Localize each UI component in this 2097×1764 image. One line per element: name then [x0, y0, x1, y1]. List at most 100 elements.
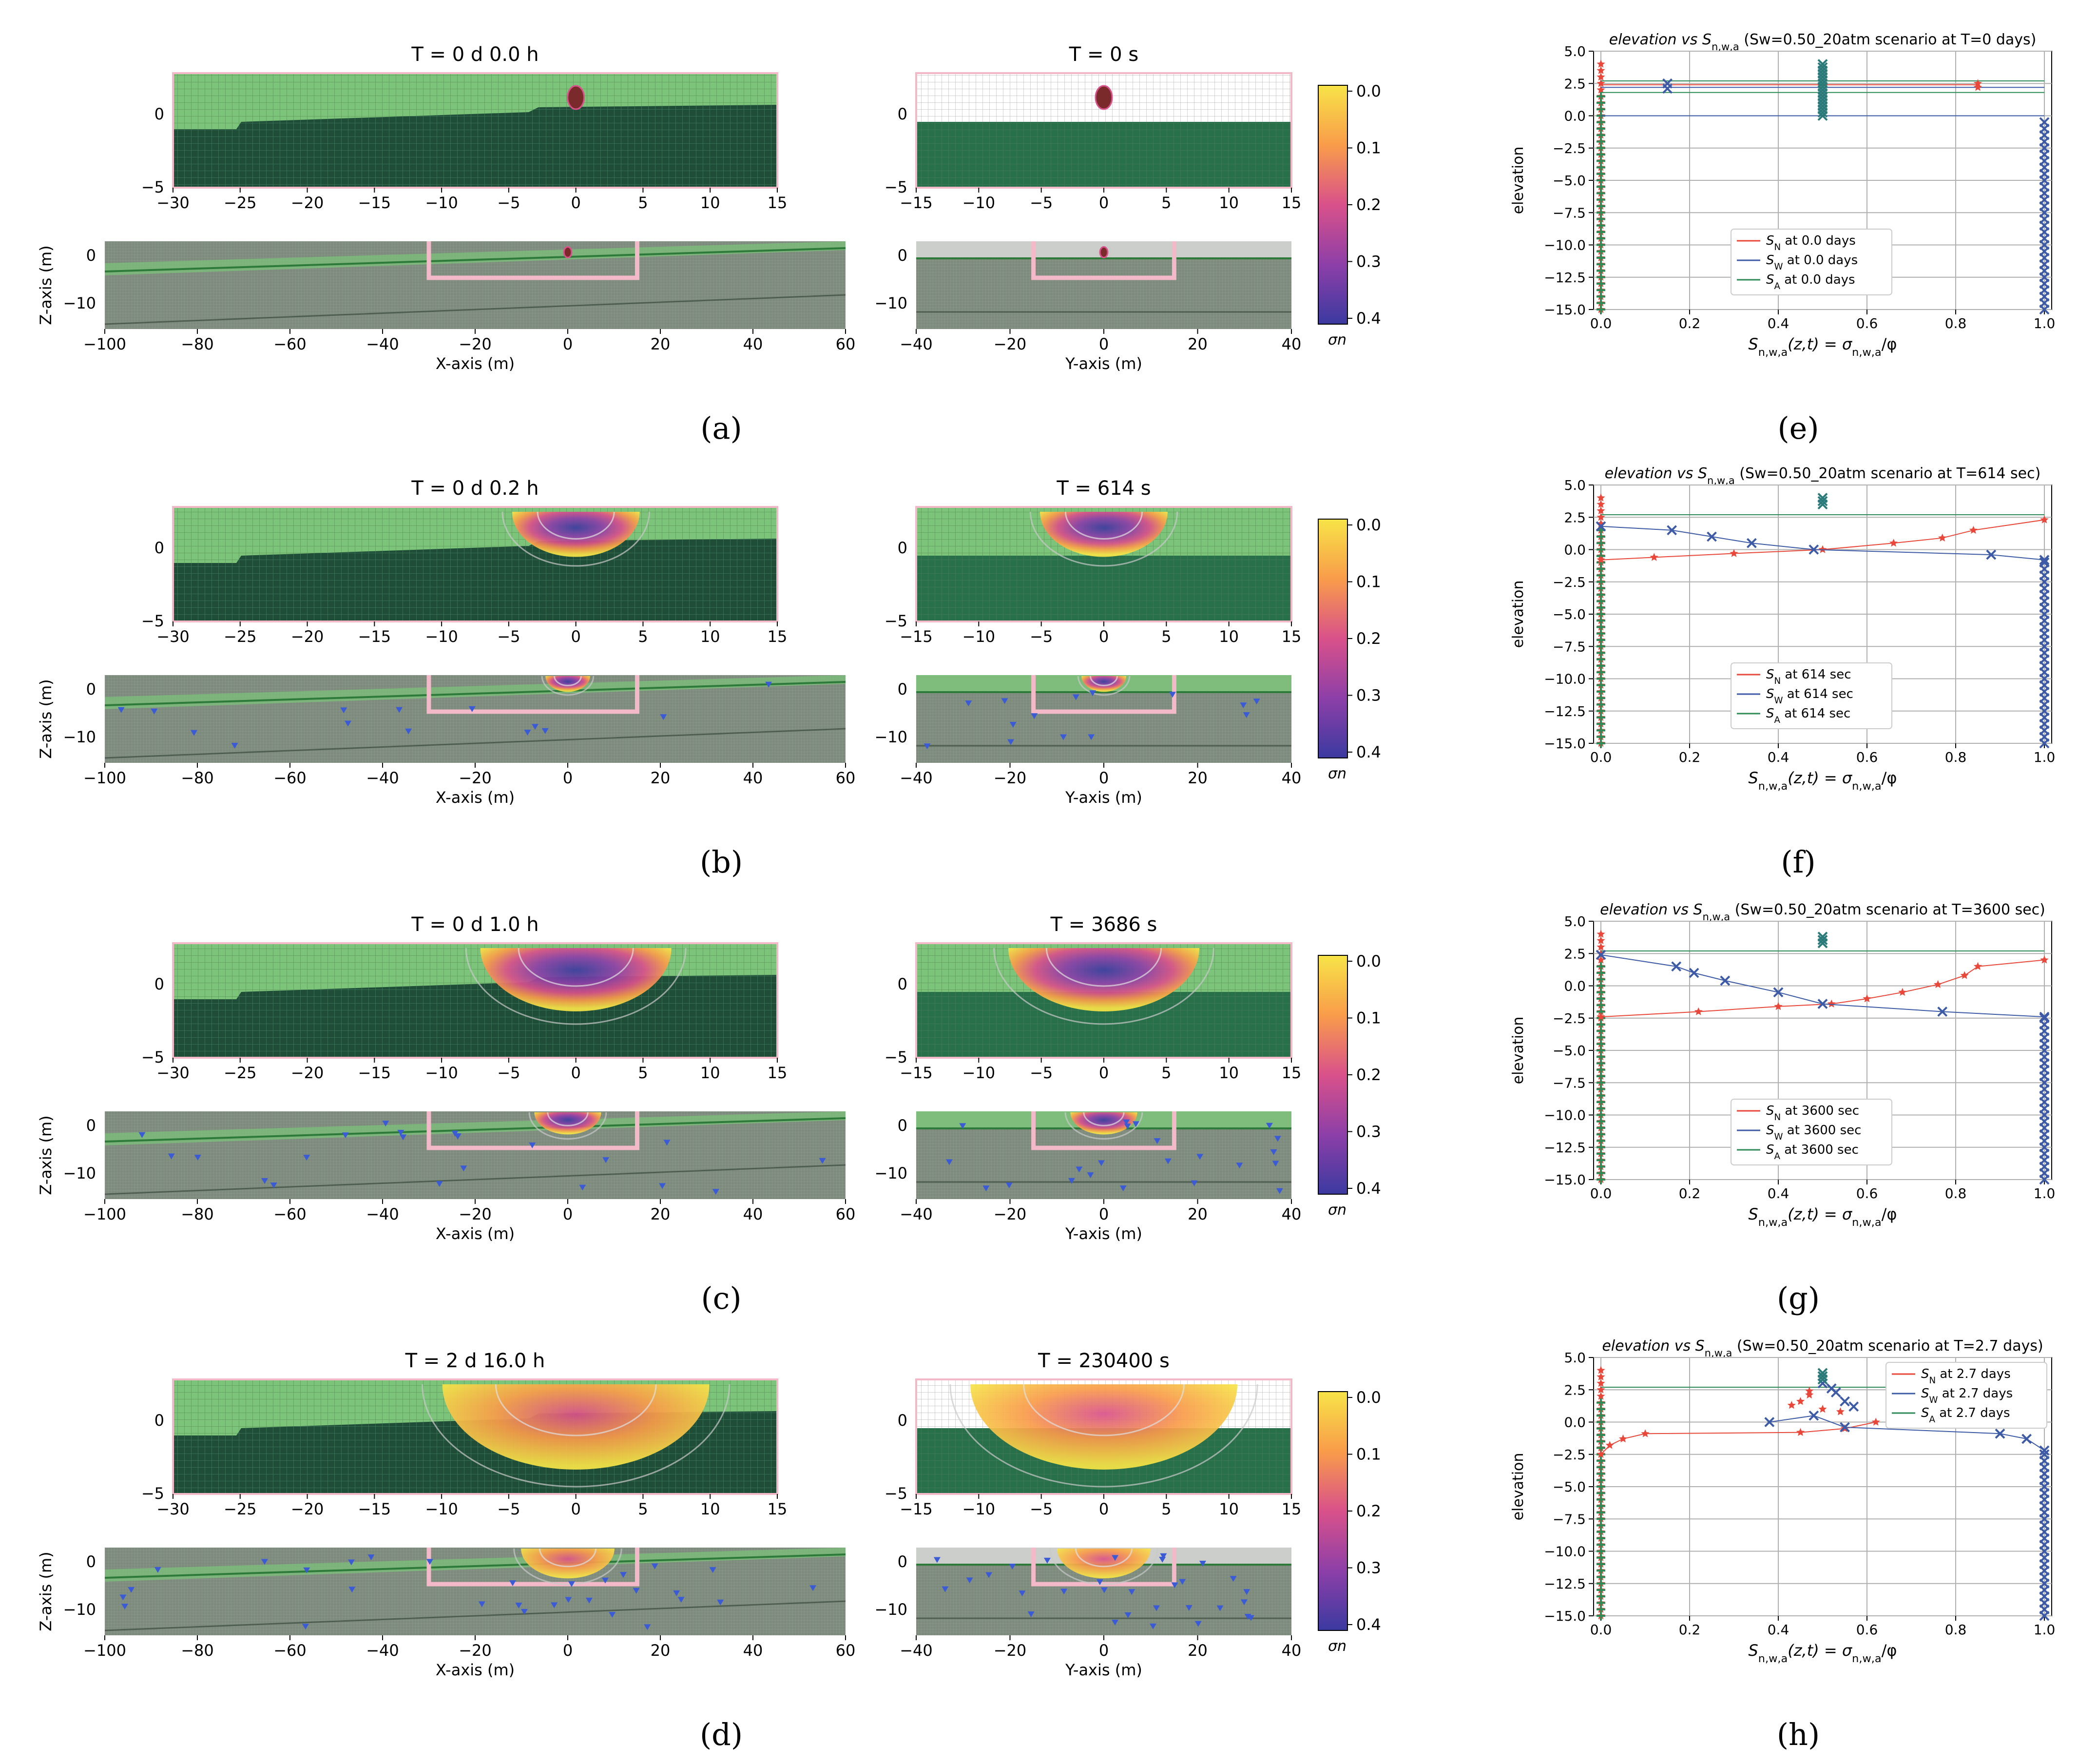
sn-marker [1650, 553, 1658, 561]
right-title: T = 230400 s [1038, 1350, 1170, 1372]
sn-marker [1934, 980, 1943, 989]
sa-column-marker [1817, 493, 1828, 503]
velocity-arrow [709, 1567, 716, 1573]
velocity-arrow [303, 1155, 310, 1161]
elev-xtick-label: 0.4 [1768, 1185, 1789, 1202]
sw-marker [1596, 950, 1606, 960]
sn-marker [1597, 1372, 1605, 1380]
velocity-arrow [819, 1158, 826, 1164]
elev-ytick-label: 2.5 [1564, 509, 1586, 525]
elev-xlabel: Sn,w,a(z,t) = σn,w,a/φ [1748, 1641, 1897, 1665]
bottomleft-contact [104, 1117, 846, 1143]
elev-ytick-label: −12.5 [1544, 703, 1586, 719]
topleft-frame [172, 942, 778, 1059]
xtick-label: −20 [994, 769, 1027, 787]
xtick-label: 15 [768, 1064, 788, 1082]
xtick-label: −15 [358, 1500, 391, 1518]
velocity-arrow [531, 724, 539, 730]
colorbar-tick-label: 0.2 [1356, 629, 1381, 648]
elev-xtick-label: 0.0 [1590, 1185, 1612, 1202]
elev-ytick-label: −12.5 [1544, 1576, 1586, 1592]
sn-marker [1597, 1385, 1605, 1394]
elev-xtick-label: 0.6 [1856, 315, 1878, 331]
velocity-arrow [231, 742, 238, 749]
colorbar-tick-label: 0.0 [1356, 1388, 1381, 1407]
velocity-arrow [620, 1572, 627, 1578]
velocity-arrow [478, 1601, 485, 1608]
velocity-arrow [1236, 1163, 1243, 1169]
xtick-label: −5 [1030, 194, 1053, 212]
velocity-arrow [436, 1181, 443, 1187]
velocity-arrow [1124, 1124, 1131, 1130]
ytick-label: −5 [885, 612, 907, 630]
elev-ytick-label: −5.0 [1553, 606, 1586, 622]
topleft-dark-grid [173, 539, 777, 621]
velocity-arrow [1194, 1621, 1202, 1627]
plume [1008, 948, 1199, 1011]
colorbar-tick-label: 0.2 [1356, 195, 1381, 214]
xtick-label: −40 [366, 1205, 399, 1223]
topleft-dark-grid [173, 105, 777, 188]
ytick-label: −5 [141, 1048, 164, 1066]
bottomleft-deep-line [104, 728, 846, 759]
ytick-label: 0 [898, 246, 907, 265]
elev-legend [1885, 1362, 2047, 1429]
xtick-label: 0 [563, 1641, 573, 1660]
colorbar-tick-label: 0.4 [1356, 1179, 1381, 1198]
plume [1057, 1549, 1151, 1579]
xtick-label: 15 [1282, 1500, 1302, 1518]
velocity-arrow [1240, 1599, 1248, 1606]
velocity-arrow [1088, 734, 1095, 740]
bottomleft-zoom-box [426, 675, 639, 714]
velocity-arrow [1199, 1561, 1206, 1567]
velocity-arrow [1179, 1579, 1186, 1585]
xtick-label: −60 [273, 769, 307, 787]
legend-entry: SN at 2.7 days [1921, 1367, 2011, 1386]
bottomleft-zoom-box [426, 1111, 639, 1150]
xtick-label: 15 [768, 1500, 788, 1518]
sn-marker [1796, 1397, 1805, 1405]
velocity-arrow [1185, 1605, 1193, 1611]
colorbar-tick-label: 0.1 [1356, 139, 1381, 157]
sn-marker [1805, 1390, 1814, 1399]
velocity-arrow [154, 1567, 161, 1573]
panel-caption: (c) [701, 1280, 741, 1316]
x-axis-label: X-axis (m) [436, 788, 515, 807]
velocity-arrow [1196, 1154, 1204, 1160]
velocity-arrow [1009, 1564, 1016, 1570]
velocity-arrow [340, 707, 347, 714]
sn-marker [1863, 994, 1871, 1003]
velocity-arrow [302, 1624, 309, 1630]
legend-entry: SA at 0.0 days [1766, 272, 1855, 291]
elev-xtick-label: 0.4 [1768, 315, 1789, 331]
xtick-label: 0 [1099, 194, 1109, 212]
velocity-arrow [1169, 692, 1176, 698]
sw-marker [1746, 538, 1757, 548]
left-title: T = 0 d 1.0 h [411, 913, 539, 936]
z-axis-label: Z-axis (m) [37, 245, 55, 325]
xtick-label: 10 [1219, 627, 1239, 646]
plume-contour [1049, 1548, 1158, 1585]
panel-caption: (d) [700, 1717, 743, 1752]
ytick-label: 0 [898, 975, 907, 993]
velocity-arrow [468, 706, 476, 712]
xtick-label: 10 [1219, 1500, 1239, 1518]
sn-marker [2040, 515, 2049, 523]
sn-curve [1600, 959, 2045, 1018]
bottomleft-contact [104, 681, 846, 706]
elev-xlabel: Sn,w,a(z,t) = σn,w,a/φ [1748, 1205, 1897, 1229]
sw-marker [1671, 961, 1682, 972]
x-axis-label: X-axis (m) [436, 354, 515, 373]
velocity-arrow [138, 1132, 146, 1138]
xtick-label: −5 [1030, 1064, 1053, 1082]
xtick-label: −100 [83, 769, 126, 787]
elev-xtick-label: 0.0 [1590, 315, 1612, 331]
xtick-label: −15 [900, 1500, 933, 1518]
sn-marker [1597, 955, 1605, 964]
sn-marker [1597, 493, 1605, 502]
xtick-label: 40 [1282, 335, 1302, 353]
xtick-label: 60 [836, 1205, 856, 1223]
velocity-arrow [1159, 1556, 1166, 1563]
xtick-label: 0 [1099, 335, 1109, 353]
xtick-label: −15 [358, 194, 391, 212]
